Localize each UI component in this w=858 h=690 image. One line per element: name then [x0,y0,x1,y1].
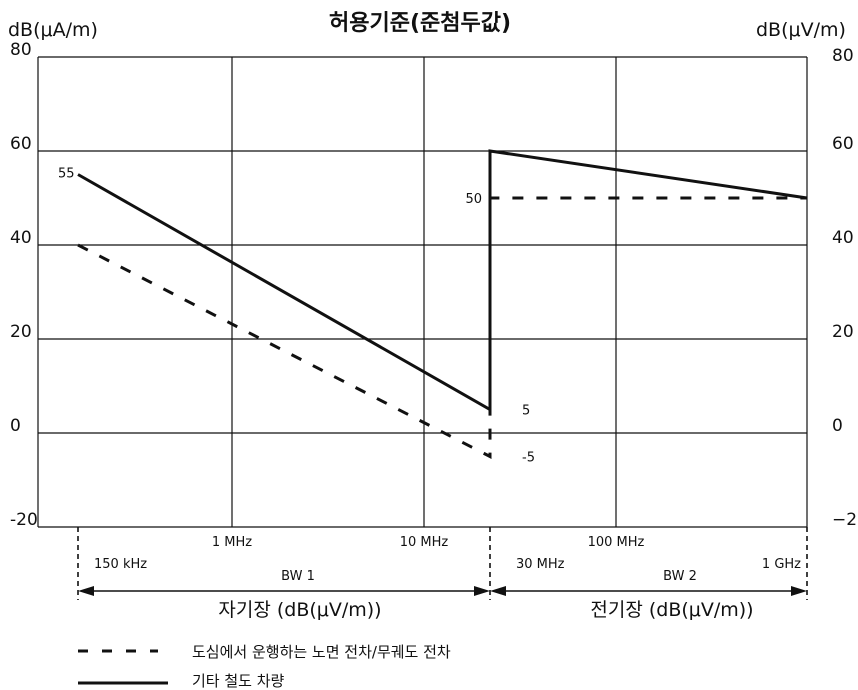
y-axis-left-label: dB(μA/m) [8,19,98,41]
x-tick-label: 10 MHz [400,535,449,550]
y-tick-label-left: 80 [10,40,32,60]
y-tick-label-right: 60 [832,134,854,154]
y-tick-label-right: 0 [832,416,843,436]
y-tick-label-left: 0 [10,416,21,436]
grid [37,56,808,528]
x-tick-labels: 1 MHz 10 MHz 100 MHz 150 kHz 30 MHz 1 GHz [94,535,801,572]
band-arrow-head-left [78,586,94,596]
series-line-solid [77,149,808,413]
y-tick-label-right: 40 [832,228,854,248]
band-arrow-head-right [474,586,490,596]
y-tick-labels: 80 80 60 60 40 40 20 20 0 0 -20 −20 [10,40,858,530]
y-axis-right-label: dB(μV/m) [756,19,846,41]
value-annotation: -5 [522,451,535,466]
y-tick-label-left: 40 [10,228,32,248]
value-annotation: 50 [465,192,482,207]
x-tick-label: 1 GHz [762,557,801,572]
band-label: BW 1 [281,569,315,584]
value-annotations: 55 50 5 -5 [58,167,535,466]
y-tick-label-left: 20 [10,322,32,342]
x-tick-label: 1 MHz [212,535,252,550]
value-annotation: 5 [522,404,530,419]
band-label: BW 2 [663,569,697,584]
y-tick-label-right: −20 [832,510,858,530]
band-arrow-head-right [791,586,807,596]
frequency-bands: BW 1 자기장 (dB(μV/m)) BW 2 전기장 (dB(μV/m)) [77,527,808,621]
y-tick-label-left: -20 [10,510,38,530]
legend-label-solid: 기타 철도 차량 [192,672,285,690]
x-tick-label: 30 MHz [516,557,565,572]
y-tick-label-left: 60 [10,134,32,154]
chart-title: 허용기준(준첨두값) [329,11,511,36]
series-lines [77,149,808,459]
band-caption: 자기장 (dB(μV/m)) [218,599,381,621]
y-tick-label-right: 80 [832,46,854,66]
y-tick-label-right: 20 [832,322,854,342]
band-arrow-head-left [490,586,506,596]
x-tick-label: 150 kHz [94,557,147,572]
x-tick-label: 100 MHz [588,535,645,550]
band-caption: 전기장 (dB(μV/m)) [590,599,753,621]
legend: 도심에서 운행하는 노면 전차/무궤도 전차 기타 철도 차량 [78,643,451,690]
value-annotation: 55 [58,167,75,182]
legend-label-dashed: 도심에서 운행하는 노면 전차/무궤도 전차 [192,643,451,661]
